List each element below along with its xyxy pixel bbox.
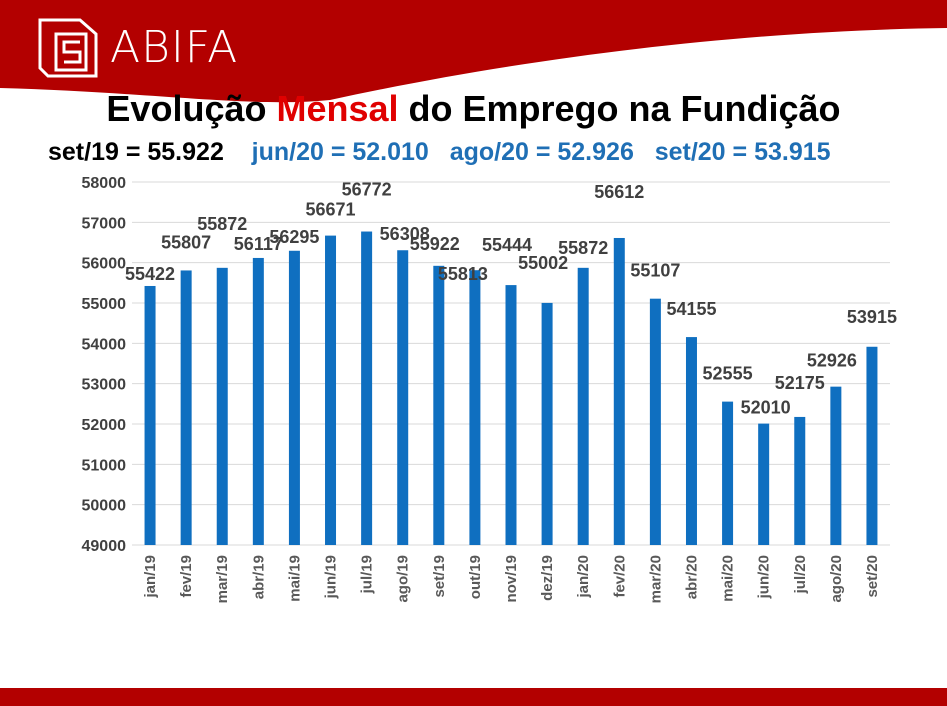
data-label: 56612 [594, 182, 644, 202]
brand-name: ABIFA [110, 22, 239, 73]
y-tick-label: 51000 [82, 457, 127, 474]
data-label: 55813 [438, 264, 488, 284]
chart-subtitle: set/19 = 55.922 jun/20 = 52.010 ago/20 =… [48, 138, 831, 167]
title-part2: do Emprego na Fundição [398, 88, 841, 129]
data-label: 56295 [269, 227, 319, 247]
x-tick-label: jan/19 [142, 555, 159, 599]
x-tick-label: jul/19 [359, 555, 376, 594]
bar-jul-20 [794, 416, 806, 545]
x-tick-label: out/19 [467, 555, 484, 599]
x-tick-label: jun/19 [323, 555, 340, 599]
bar-mar-20 [649, 298, 661, 545]
header-banner [0, 0, 947, 103]
x-tick-label: jun/20 [756, 555, 773, 599]
y-tick-label: 54000 [82, 336, 127, 353]
chart-title: Evolução Mensal do Emprego na Fundição [0, 88, 947, 130]
x-tick-label: set/19 [431, 555, 448, 598]
y-tick-label: 49000 [82, 538, 127, 555]
bar-mai-19 [288, 250, 300, 546]
data-label: 56772 [342, 180, 392, 200]
y-tick-label: 56000 [82, 256, 127, 273]
footer-bar [0, 688, 947, 706]
data-label: 56117 [234, 234, 283, 254]
data-label: 55807 [161, 232, 211, 252]
data-label: 55107 [630, 261, 680, 281]
subtitle-item-jun20: jun/20 = 52.010 [251, 138, 429, 166]
data-label: 52926 [807, 351, 857, 371]
x-tick-label: dez/19 [539, 555, 556, 601]
title-highlight: Mensal [276, 88, 399, 129]
bar-fev-20 [613, 237, 625, 545]
data-label: 52175 [775, 373, 825, 393]
title-part1: Evolução [106, 88, 277, 129]
y-tick-label: 57000 [82, 215, 127, 232]
x-tick-label: abr/19 [250, 555, 267, 599]
subtitle-item-set20: set/20 = 53.915 [654, 138, 831, 166]
x-tick-label: nov/19 [503, 555, 520, 603]
x-tick-label: mar/20 [647, 555, 664, 603]
bar-jan-19 [144, 285, 156, 545]
x-tick-label: fev/20 [611, 555, 628, 598]
bar-abr-20 [685, 337, 697, 545]
data-label: 52010 [741, 398, 791, 418]
x-tick-label: jan/20 [575, 555, 592, 599]
x-tick-label: set/20 [864, 555, 881, 598]
bar-abr-19 [252, 257, 264, 545]
data-label: 53915 [847, 307, 897, 327]
data-label: 52555 [703, 364, 753, 384]
bar-mai-20 [722, 401, 734, 545]
x-tick-label: fev/19 [178, 555, 195, 598]
subtitle-item-ago20: ago/20 = 52.926 [449, 138, 634, 166]
data-label: 55922 [410, 234, 460, 254]
bar-jan-20 [577, 267, 589, 545]
x-tick-label: jul/20 [792, 555, 809, 594]
abifa-logo-icon [38, 18, 98, 78]
data-label: 55002 [518, 253, 568, 273]
y-tick-label: 53000 [82, 377, 127, 394]
data-label: 55422 [125, 264, 175, 284]
bar-fev-19 [180, 270, 192, 545]
bar-set-20 [866, 346, 878, 545]
bar-jul-19 [361, 231, 373, 545]
bar-set-19 [433, 265, 445, 545]
x-tick-label: ago/20 [828, 555, 845, 603]
subtitle-item-set19: set/19 = 55.922 [48, 138, 224, 166]
y-tick-label: 55000 [82, 296, 127, 313]
data-label: 54155 [666, 299, 716, 319]
data-label: 55872 [197, 214, 247, 234]
y-tick-label: 50000 [82, 498, 127, 515]
bar-jun-20 [758, 423, 770, 545]
bar-ago-19 [397, 250, 409, 545]
x-tick-label: mar/19 [214, 555, 231, 603]
y-tick-label: 52000 [82, 417, 127, 434]
bar-dez-19 [541, 302, 553, 545]
bar-nov-19 [505, 285, 517, 545]
y-tick-label: 58000 [82, 175, 127, 192]
x-tick-label: abr/20 [683, 555, 700, 599]
data-label: 56308 [380, 224, 430, 244]
data-label: 56671 [305, 200, 355, 220]
data-label: 55872 [558, 238, 608, 258]
x-tick-label: mai/19 [286, 555, 303, 602]
x-tick-label: mai/20 [720, 555, 737, 602]
data-label: 55444 [482, 235, 532, 255]
bar-mar-19 [216, 267, 228, 545]
x-tick-label: ago/19 [395, 555, 412, 603]
bar-out-19 [469, 270, 481, 545]
bar-jun-19 [325, 235, 337, 545]
bar-ago-20 [830, 386, 842, 545]
